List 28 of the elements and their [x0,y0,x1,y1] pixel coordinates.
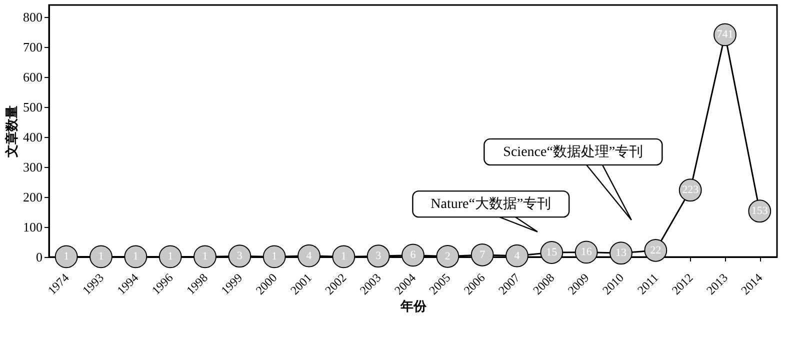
y-tick-label: 800 [23,10,42,24]
point [262,245,286,268]
y-tick-label: 0 [36,250,42,264]
y-tick-label: 100 [23,220,42,234]
y-tick-label: 300 [23,160,42,174]
point [436,244,460,268]
x-tick-label: 2011 [634,270,662,298]
point [90,245,112,268]
point [332,245,356,268]
y-axis-title: 文章数量 [4,106,19,158]
point [506,244,528,268]
y-tick-label: 400 [23,130,42,144]
annotation: Nature“大数据”专刊 [430,196,552,212]
point [158,245,182,268]
x-axis-title: 年份 [400,298,428,314]
point [366,244,390,268]
point [470,243,494,266]
y-tick-label: 600 [23,70,42,84]
y-tick-label: 200 [23,190,42,204]
point [54,245,78,268]
y-tick-label: 500 [23,100,42,114]
point [124,245,148,268]
y-tick-label: 700 [23,40,42,54]
point [194,245,216,268]
point [228,244,252,268]
point [402,244,424,267]
annotation: Science“数据处理”专刊 [503,144,644,160]
point [298,244,320,268]
